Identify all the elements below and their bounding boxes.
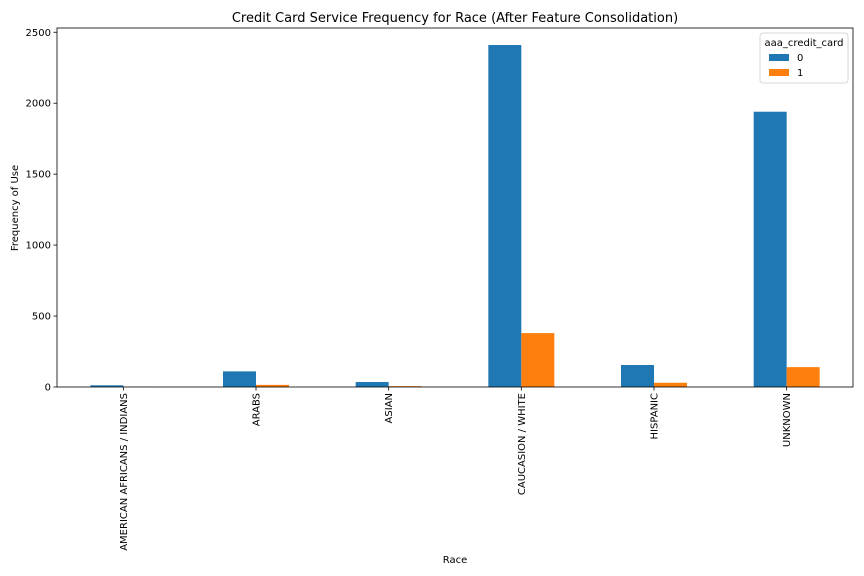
y-tick-label: 0	[45, 383, 51, 394]
x-tick-label: UNKNOWN	[782, 393, 793, 447]
bar-1-5	[786, 367, 820, 387]
x-tick-label: ARABS	[252, 393, 263, 426]
bar-1-1	[256, 384, 289, 387]
y-tick-label: 1000	[26, 241, 51, 252]
x-tick-label: AMERICAN AFRICANS / INDIANS	[119, 393, 130, 551]
bar-0-0	[90, 385, 124, 387]
bar-0-1	[223, 371, 256, 387]
bar-0-5	[753, 111, 787, 388]
bar-1-4	[654, 382, 687, 387]
y-tick-label: 2000	[26, 99, 51, 110]
legend-swatch-0	[769, 54, 789, 61]
legend-label-1: 1	[797, 68, 803, 79]
y-tick-label: 2500	[26, 28, 51, 39]
x-axis-label: Race	[443, 555, 468, 566]
legend-title: aaa_credit_card	[765, 38, 844, 49]
y-tick-label: 500	[32, 312, 51, 323]
bar-0-4	[621, 365, 654, 387]
bar-1-3	[521, 333, 555, 387]
bar-0-2	[355, 382, 389, 387]
y-tick-label: 1500	[26, 170, 51, 181]
plot-frame	[56, 27, 854, 388]
chart-title: Credit Card Service Frequency for Race (…	[232, 11, 678, 26]
plot-area: 0 500 1000 1500 2000 2500 AMERICAN AFRICANS / …	[26, 27, 854, 551]
x-tick-label: ASIAN	[384, 393, 395, 423]
legend-swatch-1	[769, 69, 789, 76]
bar-0-3	[488, 45, 522, 387]
x-tick-label: HISPANIC	[650, 393, 661, 439]
y-axis-label: Frequency of Use	[10, 165, 21, 251]
legend: aaa_credit_card 0 1	[759, 32, 849, 84]
x-tick-label: CAUCASION / WHITE	[517, 393, 528, 495]
bar-1-2	[388, 386, 422, 387]
legend-label-0: 0	[797, 53, 803, 64]
